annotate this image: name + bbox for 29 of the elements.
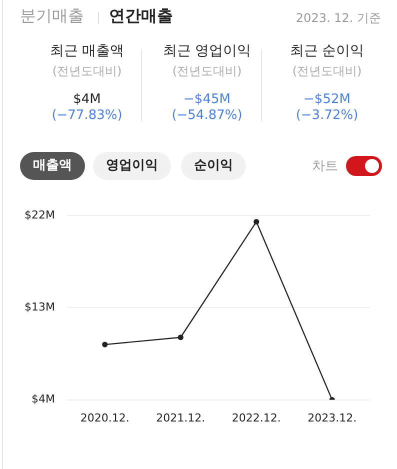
text: −$52M	[302, 92, 352, 107]
text: 매출액	[20, 152, 85, 180]
y-tick-label: $4M	[32, 392, 55, 406]
text: 분기매출	[20, 6, 84, 27]
text: 순이익	[181, 152, 246, 180]
text: 영업이익	[93, 152, 171, 180]
text: $4M	[72, 92, 102, 107]
x-tick-label: 2021.12.	[156, 411, 206, 424]
point	[254, 218, 260, 225]
text: (−3.72%)	[294, 108, 360, 123]
text: (전년도대비)	[171, 63, 243, 80]
text: 최근 순이익	[288, 42, 366, 60]
text: 최근 영업이익	[162, 42, 252, 60]
text: (전년도대비)	[291, 63, 363, 80]
x-tick-label: 2022.12.	[232, 411, 281, 424]
y-tick-label: $13M	[24, 300, 55, 314]
point	[102, 342, 108, 348]
text: (−77.83%)	[50, 108, 124, 123]
chart-title: 연간매출	[109, 6, 173, 27]
text: (−54.87%)	[170, 108, 244, 123]
text: 최근 매출액	[48, 42, 126, 60]
text: 차트	[312, 158, 338, 175]
chart-subtitle: 2023. 12. 기준	[296, 10, 381, 27]
y-tick-label: $22M	[24, 208, 55, 222]
text: (전년도대비)	[51, 63, 123, 80]
x-tick-label: 2023.12.	[308, 411, 357, 424]
x-tick-label: 2020.12.	[80, 411, 130, 424]
text: −$45M	[182, 92, 232, 107]
point	[178, 334, 184, 340]
